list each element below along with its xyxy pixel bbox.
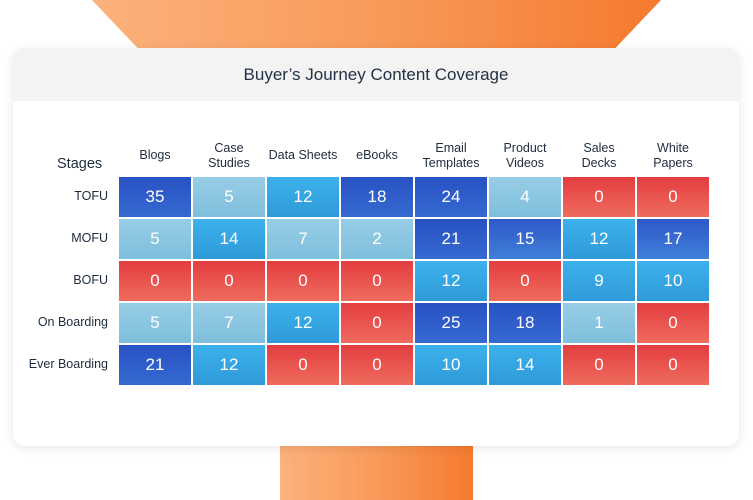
heatmap-cell: 2 <box>341 219 413 259</box>
heatmap-cell: 0 <box>341 303 413 343</box>
heatmap-cell: 0 <box>267 345 339 385</box>
heatmap-cell: 0 <box>341 345 413 385</box>
heatmap-cell: 1 <box>563 303 635 343</box>
column-header-line: Product <box>503 141 547 155</box>
column-header-line: Videos <box>506 156 544 170</box>
heatmap-cell: 12 <box>267 177 339 217</box>
heatmap-cell: 0 <box>637 345 709 385</box>
heatmap-cell: 12 <box>415 261 487 301</box>
heatmap-cell: 0 <box>193 261 265 301</box>
heatmap-cell: 12 <box>267 303 339 343</box>
row-header: BOFU <box>73 273 108 287</box>
heatmap-cell: 0 <box>637 177 709 217</box>
column-header-line: White <box>657 141 689 155</box>
card-header: Buyer’s Journey Content Coverage <box>13 48 739 101</box>
column-header: White Papers <box>636 141 710 171</box>
heatmap-cell: 15 <box>489 219 561 259</box>
column-header-line: eBooks <box>356 148 398 162</box>
column-header-line: Data Sheets <box>268 148 338 162</box>
heatmap-cell: 18 <box>489 303 561 343</box>
heatmap-cell: 9 <box>563 261 635 301</box>
column-header-line: Email <box>435 141 467 155</box>
heatmap-chart: Stages Blogs Case Studies Data Sheets eBooks… <box>13 48 739 446</box>
column-header-line: Papers <box>653 156 693 170</box>
stages-axis-label: Stages <box>57 156 103 172</box>
column-header: Data Sheets <box>266 148 340 163</box>
column-header-line: Sales <box>583 141 615 155</box>
heatmap-cell: 4 <box>489 177 561 217</box>
heatmap-cell: 0 <box>637 303 709 343</box>
column-header-line: Studies <box>208 156 250 170</box>
column-header: Product Videos <box>488 141 562 171</box>
column-header: Sales Decks <box>562 141 636 171</box>
heatmap-cell: 7 <box>193 303 265 343</box>
chart-title: Buyer’s Journey Content Coverage <box>243 64 509 84</box>
column-header: Email Templates <box>414 141 488 171</box>
heatmap-cell: 7 <box>267 219 339 259</box>
heatmap-cell: 0 <box>341 261 413 301</box>
column-header: eBooks <box>340 148 414 163</box>
heatmap-cell: 24 <box>415 177 487 217</box>
heatmap-cell: 14 <box>489 345 561 385</box>
heatmap-cell: 0 <box>563 177 635 217</box>
heatmap-cell: 0 <box>563 345 635 385</box>
column-header: Blogs <box>118 148 192 163</box>
column-header-line: Decks <box>581 156 617 170</box>
heatmap-cell: 12 <box>563 219 635 259</box>
row-header: On Boarding <box>37 315 108 329</box>
heatmap-cell: 0 <box>489 261 561 301</box>
heatmap-cell: 18 <box>341 177 413 217</box>
heatmap-cell: 10 <box>637 261 709 301</box>
heatmap-cell: 12 <box>193 345 265 385</box>
column-header-line: Blogs <box>139 148 171 162</box>
heatmap-cell: 35 <box>119 177 191 217</box>
column-header-line: Case <box>214 141 244 155</box>
heatmap-cell: 17 <box>637 219 709 259</box>
heatmap-cell: 21 <box>119 345 191 385</box>
column-header-line: Templates <box>422 156 480 170</box>
heatmap-cell: 0 <box>267 261 339 301</box>
heatmap-cell: 25 <box>415 303 487 343</box>
row-header: TOFU <box>74 189 108 203</box>
heatmap-cell: 10 <box>415 345 487 385</box>
row-header: MOFU <box>71 231 108 245</box>
heatmap-cell: 5 <box>119 219 191 259</box>
heatmap-card: Buyer’s Journey Content Coverage Stages … <box>13 48 739 446</box>
heatmap-cell: 5 <box>193 177 265 217</box>
heatmap-cell: 14 <box>193 219 265 259</box>
column-header: Case Studies <box>192 141 266 171</box>
heatmap-cell: 5 <box>119 303 191 343</box>
heatmap-cell: 0 <box>119 261 191 301</box>
row-header: Ever Boarding <box>28 357 108 371</box>
heatmap-cell: 21 <box>415 219 487 259</box>
